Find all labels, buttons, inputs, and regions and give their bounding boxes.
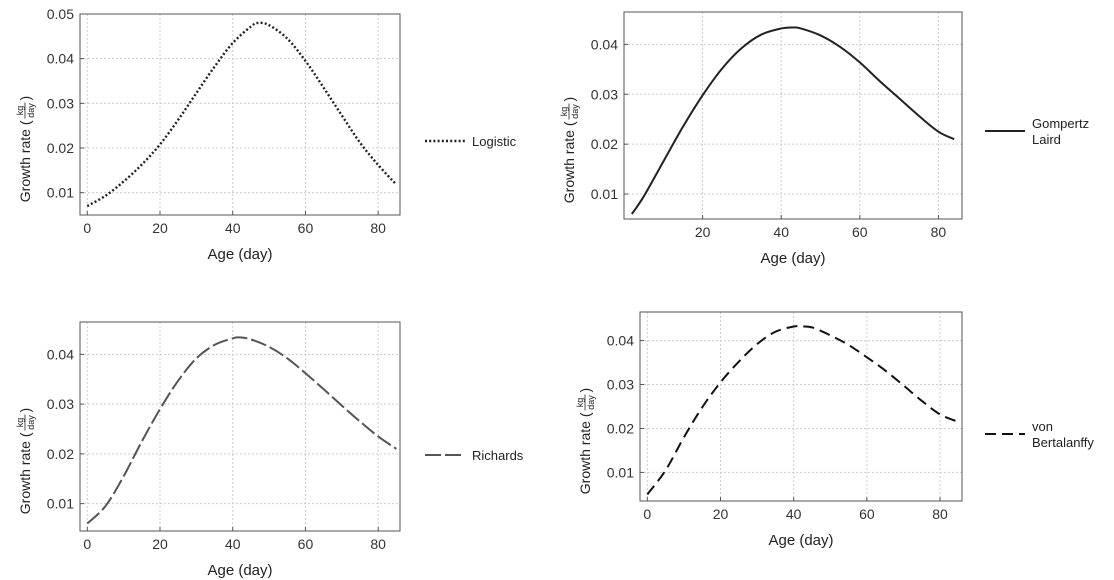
legend-label: Gompertz (1032, 116, 1089, 131)
legend-label: von (1032, 419, 1053, 434)
y-axis-unit-numerator: kg (15, 418, 25, 428)
x-tick-label: 60 (298, 220, 314, 236)
plot-frame (79, 321, 401, 532)
y-axis-label: Growth rate ( kg day) (559, 97, 580, 203)
x-tick-label: 80 (932, 506, 948, 522)
y-axis-label-text: Growth rate ( (561, 121, 577, 203)
x-tick-label: 20 (152, 536, 168, 552)
x-tick-label: 60 (852, 224, 868, 240)
y-axis-label-text: Growth rate ( (577, 412, 593, 494)
plot-frame (623, 11, 963, 220)
y-axis-unit-denominator: day (570, 104, 580, 119)
y-tick-label: 0.02 (47, 446, 74, 462)
x-axis-label: Age (day) (207, 246, 272, 263)
x-axis-label: Age (day) (760, 250, 825, 267)
chart-panel-4: 0 20 40 60 80 0.01 0.02 0.03 0.04 Age (day) Growth… (575, 311, 1094, 549)
y-axis-label-close: ) (17, 408, 33, 413)
legend-label: Richards (472, 448, 524, 463)
series-line (86, 21, 398, 208)
y-tick-label: 0.01 (47, 185, 74, 201)
y-tick-label: 0.04 (47, 51, 74, 67)
y-axis-label-close: ) (577, 388, 593, 393)
plot-frame (79, 13, 401, 216)
x-axis-label: Age (day) (207, 562, 272, 579)
x-tick-label: 20 (152, 220, 168, 236)
plot-frame (639, 311, 963, 502)
x-tick-label: 0 (83, 220, 91, 236)
y-axis-unit-numerator: kg (15, 106, 25, 116)
y-axis-label-close: ) (561, 97, 577, 102)
x-axis-label: Age (day) (768, 532, 833, 549)
x-tick-label: 20 (695, 224, 711, 240)
y-tick-label: 0.01 (607, 464, 634, 480)
y-tick-label: 0.05 (47, 6, 74, 22)
y-axis-unit-denominator: day (586, 395, 596, 410)
y-axis-unit-numerator: kg (575, 398, 585, 408)
x-tick-label: 0 (83, 536, 91, 552)
y-tick-label: 0.03 (591, 86, 618, 102)
y-axis-label-close: ) (17, 96, 33, 101)
legend: Logistic (425, 134, 517, 149)
series-line (631, 26, 955, 215)
legend-label: Logistic (472, 134, 517, 149)
y-axis-label: Growth rate ( kg day) (575, 388, 596, 494)
chart-panel-1: 0 20 40 60 80 0.01 0.02 0.03 0.04 0.05 Age (day) Gr… (15, 6, 517, 263)
series-line (646, 325, 959, 496)
x-tick-label: 80 (370, 536, 386, 552)
y-tick-label: 0.02 (607, 420, 634, 436)
x-tick-label: 80 (370, 220, 386, 236)
y-axis-label-text: Growth rate ( (17, 120, 33, 202)
y-axis-unit-numerator: kg (559, 107, 569, 117)
x-tick-label: 60 (298, 536, 314, 552)
x-tick-label: 80 (931, 224, 947, 240)
y-tick-label: 0.03 (47, 396, 74, 412)
y-tick-label: 0.01 (47, 496, 74, 512)
chart-panel-2: 20 40 60 80 0.01 0.02 0.03 0.04 Age (day) Growth … (559, 11, 1089, 267)
x-tick-label: 40 (225, 536, 241, 552)
y-tick-label: 0.02 (591, 136, 618, 152)
series-line (86, 336, 397, 525)
legend-label: Bertalanffy (1032, 435, 1094, 450)
y-axis-label-text: Growth rate ( (17, 432, 33, 514)
y-axis-label: Growth rate ( kg day) (15, 408, 36, 514)
y-axis-label: Growth rate ( kg day) (15, 96, 36, 202)
x-tick-label: 40 (786, 506, 802, 522)
y-tick-label: 0.02 (47, 140, 74, 156)
chart-panel-3: 0 20 40 60 80 0.01 0.02 0.03 0.04 Age (day) Growth… (15, 321, 524, 579)
x-tick-label: 40 (773, 224, 789, 240)
legend-label: Laird (1032, 132, 1061, 147)
y-axis-unit-denominator: day (26, 103, 36, 118)
x-tick-label: 60 (859, 506, 875, 522)
y-tick-label: 0.04 (607, 333, 634, 349)
y-tick-label: 0.01 (591, 186, 618, 202)
x-tick-label: 20 (713, 506, 729, 522)
x-tick-label: 40 (225, 220, 241, 236)
y-tick-label: 0.04 (591, 36, 618, 52)
y-tick-label: 0.03 (607, 377, 634, 393)
y-axis-unit-denominator: day (26, 415, 36, 430)
y-tick-label: 0.03 (47, 95, 74, 111)
x-tick-label: 0 (643, 506, 651, 522)
legend: Richards (425, 448, 524, 463)
y-tick-label: 0.04 (47, 346, 74, 362)
